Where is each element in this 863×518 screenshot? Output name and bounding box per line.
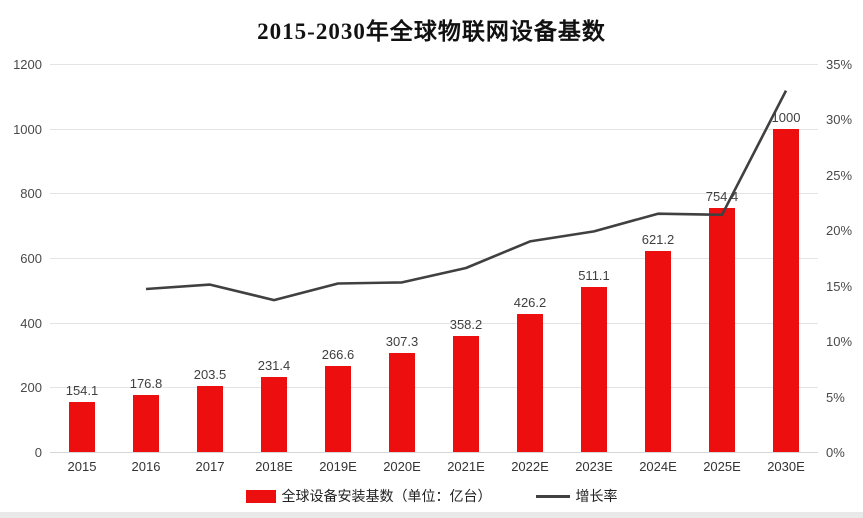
chart-title: 2015-2030年全球物联网设备基数 (257, 19, 606, 44)
legend-item-installed-base: 全球设备安装基数（单位：亿台） (245, 486, 492, 506)
bar-value-label: 358.2 (449, 317, 483, 333)
bar-value-label: 176.8 (129, 375, 163, 391)
grid-line (50, 452, 818, 453)
legend-line-label: 增长率 (575, 488, 618, 504)
x-axis-tick: 2024E (639, 459, 677, 474)
bar (261, 377, 287, 452)
bar-value-label: 266.6 (321, 346, 355, 362)
bar-value-label: 754.4 (705, 189, 739, 205)
x-axis-tick: 2017 (195, 459, 225, 474)
grid-line (50, 387, 818, 389)
x-axis-tick: 2030E (767, 459, 805, 474)
grid-line (50, 322, 818, 324)
grid-line (50, 258, 818, 259)
bar-value-label: 621.2 (641, 232, 675, 248)
y-axis-left-tick: 0 (34, 445, 42, 460)
bar-value-label: 203.5 (193, 367, 227, 383)
bar (645, 251, 671, 452)
y-axis-right-tick: 25% (826, 167, 853, 183)
y-axis-right-tick: 10% (826, 334, 853, 350)
bar (197, 386, 223, 452)
x-axis-tick: 2016 (131, 459, 161, 474)
y-axis-right-tick: 15% (826, 278, 853, 294)
bar (133, 394, 159, 452)
y-axis-right-tick: 35% (826, 57, 853, 72)
legend-item-growth-rate: 增长率 (535, 486, 618, 506)
bar (709, 208, 735, 452)
growth-rate-line (145, 90, 788, 302)
growth-rate-line-layer (145, 90, 788, 302)
bar (773, 128, 799, 452)
y-axis-right-tick: 30% (826, 112, 853, 128)
bar-value-label: 426.2 (513, 295, 547, 311)
y-axis-left-tick: 1200 (13, 57, 42, 72)
y-axis-left-tick: 800 (20, 186, 42, 202)
bar-value-label: 1000 (771, 109, 801, 125)
y-axis-left-tick: 1000 (13, 121, 42, 137)
legend-bar-label: 全球设备安装基数（单位：亿台） (281, 488, 492, 504)
bar-value-label: 154.1 (65, 383, 99, 399)
bar (389, 352, 415, 452)
y-axis-right-tick: 0% (826, 445, 845, 460)
y-axis-left-tick: 400 (20, 315, 42, 331)
y-axis-right-tick: 20% (826, 223, 853, 239)
bar (517, 314, 543, 452)
bar-value-label: 511.1 (578, 267, 610, 283)
x-axis-tick: 2025E (703, 459, 741, 474)
bar (69, 402, 95, 452)
bar (325, 365, 351, 452)
y-axis-left-tick: 600 (20, 251, 42, 266)
x-axis-tick: 2015 (67, 459, 97, 474)
x-axis-tick: 2018E (255, 459, 293, 474)
bar (453, 336, 479, 452)
x-axis-tick: 2020E (383, 459, 421, 474)
plot-area (50, 64, 818, 453)
grid-line (50, 193, 818, 195)
grid-line (50, 128, 818, 130)
x-axis-tick: 2019E (319, 459, 357, 474)
bar-series-swatch (245, 489, 276, 503)
x-axis-tick: 2023E (575, 459, 613, 474)
x-axis-tick: 2022E (511, 459, 549, 474)
line-series-swatch (535, 494, 570, 498)
bar-value-label: 231.4 (257, 358, 291, 374)
bar (581, 286, 607, 452)
grid-line (50, 64, 818, 65)
bottom-border (0, 512, 863, 518)
legend: 全球设备安装基数（单位：亿台） 增长率 (0, 486, 863, 506)
x-axis-tick: 2021E (447, 459, 485, 474)
y-axis-right-tick: 5% (826, 389, 845, 405)
bar-value-label: 307.3 (385, 333, 419, 349)
y-axis-left-tick: 200 (20, 380, 42, 396)
